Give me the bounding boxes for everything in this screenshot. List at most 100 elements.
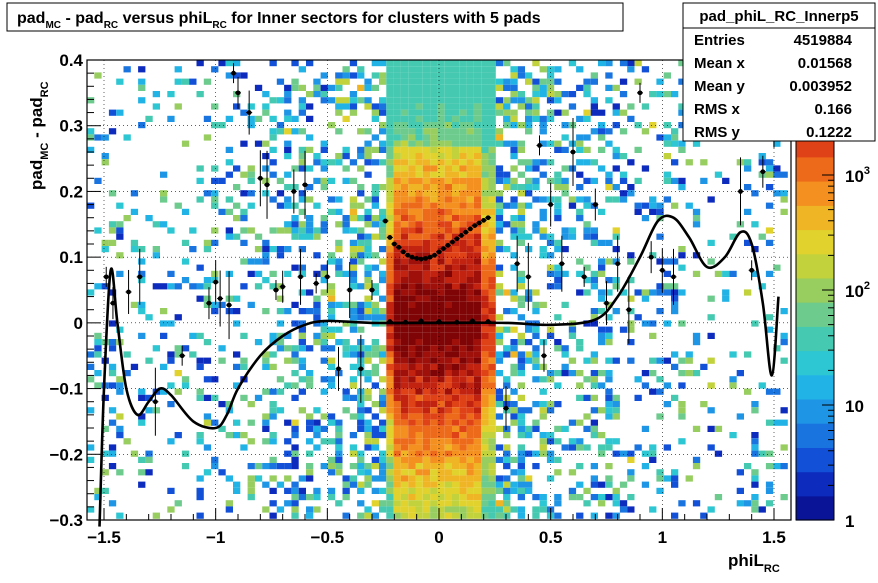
heatmap-cell xyxy=(408,103,416,110)
heatmap-cell xyxy=(393,84,401,91)
heatmap-cell xyxy=(422,376,431,383)
heatmap-cell xyxy=(488,376,496,383)
heatmap-cell xyxy=(306,413,314,420)
heatmap-cell xyxy=(291,320,299,327)
heatmap-cell xyxy=(422,208,431,215)
heatmap-cell xyxy=(678,407,686,414)
heatmap-cell xyxy=(452,394,460,401)
heatmap-cell xyxy=(430,413,438,420)
heatmap-cell xyxy=(510,419,518,426)
heatmap-cell xyxy=(459,84,467,91)
heatmap-cell xyxy=(430,382,438,389)
heatmap-cell xyxy=(430,140,438,147)
heatmap-cell xyxy=(371,146,379,153)
profile-point xyxy=(453,236,460,242)
colorbar-segment xyxy=(796,398,834,424)
heatmap-cell xyxy=(444,208,452,215)
heatmap-cell xyxy=(422,413,431,420)
heatmap-cell xyxy=(393,270,401,277)
heatmap-cell xyxy=(415,419,423,426)
heatmap-cell xyxy=(364,512,372,519)
heatmap-cell xyxy=(583,221,591,228)
heatmap-cell xyxy=(364,314,372,321)
heatmap-cell xyxy=(254,84,263,91)
heatmap-cell xyxy=(101,394,109,401)
heatmap-cell xyxy=(466,72,474,79)
heatmap-cell xyxy=(503,432,511,439)
heatmap-cell xyxy=(481,283,489,290)
point-marker xyxy=(273,287,279,293)
heatmap-cell xyxy=(430,357,438,364)
heatmap-cell xyxy=(393,456,401,463)
heatmap-cell xyxy=(138,388,146,395)
heatmap-cell xyxy=(415,487,423,494)
heatmap-cell xyxy=(335,419,343,426)
heatmap-cell xyxy=(532,463,540,470)
heatmap-cell xyxy=(422,66,431,73)
heatmap-cell xyxy=(481,277,489,284)
heatmap-cell xyxy=(583,500,591,507)
heatmap-cell xyxy=(291,432,299,439)
profile-point xyxy=(395,244,402,250)
heatmap-cell xyxy=(357,72,365,79)
heatmap-cell xyxy=(598,60,606,67)
heatmap-cell xyxy=(488,153,496,160)
heatmap-cell xyxy=(473,66,482,73)
heatmap-cell xyxy=(503,326,511,333)
heatmap-cell xyxy=(722,177,730,184)
heatmap-cell xyxy=(415,60,423,67)
heatmap-cell xyxy=(444,370,452,377)
heatmap-cell xyxy=(532,177,540,184)
heatmap-cell xyxy=(546,376,555,383)
heatmap-cell xyxy=(452,345,460,352)
heatmap-cell xyxy=(400,407,409,414)
heatmap-cell xyxy=(459,413,467,420)
heatmap-cell xyxy=(379,351,387,358)
heatmap-cell xyxy=(773,165,781,172)
point-marker xyxy=(738,189,743,194)
heatmap-cell xyxy=(473,351,482,358)
heatmap-cell xyxy=(481,382,489,389)
heatmap-cell xyxy=(145,115,153,122)
heatmap-cell xyxy=(357,215,365,222)
heatmap-cell xyxy=(437,208,445,215)
heatmap-cell xyxy=(663,320,671,327)
heatmap-cell xyxy=(123,66,131,73)
heatmap-cell xyxy=(313,270,321,277)
heatmap-cell xyxy=(357,326,365,333)
heatmap-cell xyxy=(269,351,277,358)
heatmap-cell xyxy=(371,339,379,346)
heatmap-cell xyxy=(379,475,387,482)
stats-value-3: 0.166 xyxy=(814,101,852,118)
heatmap-cell xyxy=(379,128,387,135)
heatmap-cell xyxy=(306,506,314,513)
heatmap-cell xyxy=(671,91,679,98)
heatmap-cell xyxy=(108,500,117,507)
heatmap-cell xyxy=(400,301,409,308)
heatmap-cell xyxy=(101,283,109,290)
heatmap-cell xyxy=(320,289,328,296)
heatmap-cell xyxy=(619,153,628,160)
heatmap-cell xyxy=(386,171,394,178)
heatmap-cell xyxy=(386,97,394,104)
stats-value-1: 0.01568 xyxy=(798,55,852,72)
heatmap-cell xyxy=(452,215,460,222)
heatmap-cell xyxy=(466,190,474,197)
heatmap-cell xyxy=(692,370,701,377)
colorbar-segment xyxy=(796,374,834,400)
heatmap-cell xyxy=(400,202,409,209)
heatmap-cell xyxy=(320,357,328,364)
heatmap-cell xyxy=(320,146,328,153)
heatmap-cell xyxy=(481,339,489,346)
heatmap-cell xyxy=(203,190,212,197)
heatmap-cell xyxy=(452,202,460,209)
heatmap-cell xyxy=(539,246,547,253)
heatmap-cell xyxy=(459,438,467,445)
heatmap-cell xyxy=(400,500,409,507)
heatmap-cell xyxy=(751,432,759,439)
heatmap-cell xyxy=(539,388,547,395)
heatmap-cell xyxy=(503,140,511,147)
heatmap-cell xyxy=(452,103,460,110)
heatmap-cell xyxy=(525,475,533,482)
heatmap-cell xyxy=(342,351,350,358)
